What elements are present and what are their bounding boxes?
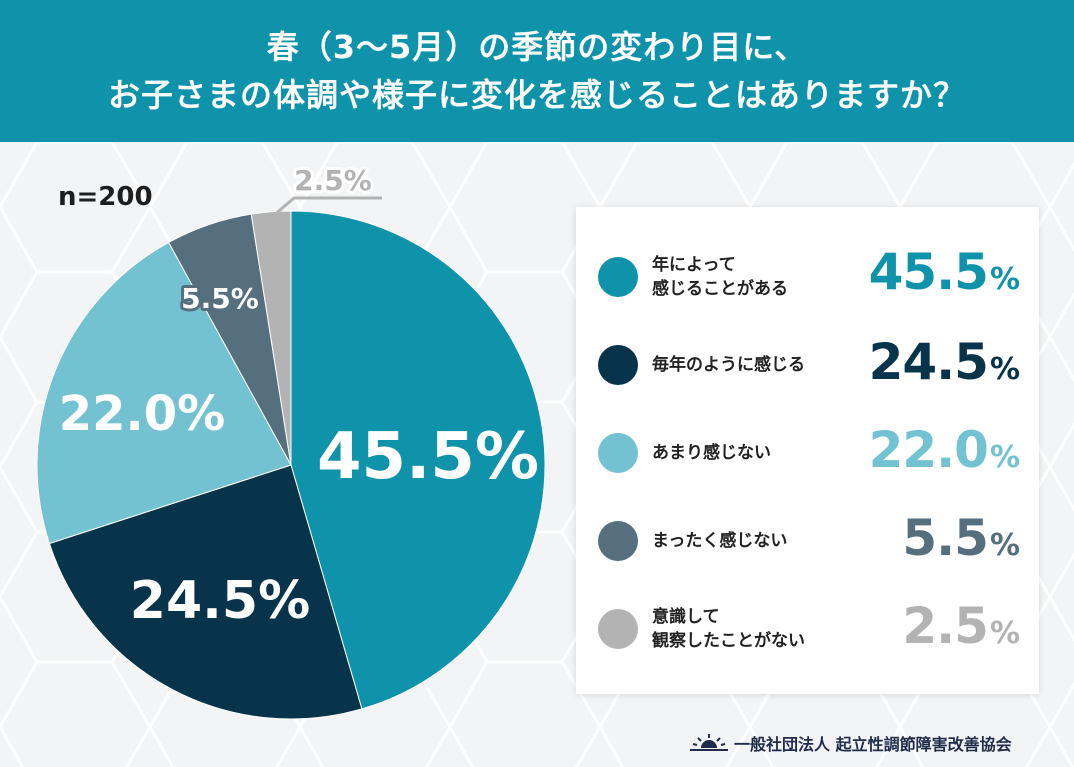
- legend-value-unit: %: [989, 262, 1020, 297]
- legend-value-unit: %: [989, 616, 1020, 651]
- legend-value: 5.5%: [902, 509, 1020, 567]
- pie-chart: 45.5% 24.5% 22.0% 5.5% 2.5%: [36, 161, 546, 720]
- legend-value-unit: %: [989, 352, 1020, 387]
- title-line-2: お子さまの体調や様子に変化を感じることはありますか？: [107, 76, 966, 114]
- pie-value-label: 45.5%: [317, 420, 539, 494]
- pie-slice: [250, 210, 292, 466]
- legend-swatch: [598, 257, 638, 297]
- legend-label: 年によって 感じることがある: [652, 255, 788, 299]
- legend-value-unit: %: [989, 440, 1020, 475]
- sample-size-label: n=200: [58, 182, 153, 212]
- legend-value-number: 2.5: [902, 597, 989, 655]
- legend-value: 45.5%: [868, 243, 1020, 301]
- legend-swatch: [598, 345, 638, 385]
- pie-value-label: 24.5%: [130, 571, 310, 631]
- legend-value-number: 5.5: [902, 509, 989, 567]
- organization-name: 一般社団法人 起立性調節障害改善協会: [734, 735, 1012, 754]
- legend-label: まったく感じない: [652, 531, 788, 551]
- legend-item: 年によって 感じることがある 45.5%: [576, 237, 1039, 317]
- legend-value: 2.5%: [902, 597, 1020, 655]
- legend-item: あまり感じない 22.0%: [576, 413, 1039, 493]
- pie-value-label: 5.5%: [181, 282, 259, 315]
- leader-line: [265, 196, 382, 224]
- title-line-1: 春（3〜5月）の季節の変わり目に、: [266, 28, 808, 66]
- legend-label: あまり感じない: [652, 443, 771, 463]
- legend-panel: 年によって 感じることがある 45.5% 毎年のように感じる 24.5% あまり…: [576, 207, 1039, 694]
- pie-value-label: 22.0%: [59, 386, 226, 442]
- legend-swatch: [598, 521, 638, 561]
- legend-swatch: [598, 433, 638, 473]
- legend-value: 24.5%: [868, 333, 1020, 391]
- legend-swatch: [598, 609, 638, 649]
- sunrise-icon: [690, 734, 728, 751]
- footer-organization: 一般社団法人 起立性調節障害改善協会: [690, 731, 1012, 755]
- legend-item: 毎年のように感じる 24.5%: [576, 325, 1039, 405]
- legend-item: 意識して 観察したことがない 2.5%: [576, 589, 1039, 669]
- legend-value-unit: %: [989, 528, 1020, 563]
- legend-value-number: 24.5: [868, 333, 989, 391]
- pie-slice: [290, 210, 546, 710]
- header-banner: 春（3〜5月）の季節の変わり目に、 お子さまの体調や様子に変化を感じることはあり…: [0, 0, 1074, 142]
- legend-label: 意識して 観察したことがない: [652, 607, 805, 651]
- legend-value-number: 22.0: [868, 421, 989, 479]
- legend-value: 22.0%: [868, 421, 1020, 479]
- pie-slice: [48, 464, 363, 720]
- legend-label: 毎年のように感じる: [652, 355, 805, 375]
- legend-value-number: 45.5: [868, 243, 989, 301]
- legend-item: まったく感じない 5.5%: [576, 501, 1039, 581]
- pie-value-label: 2.5%: [294, 164, 372, 197]
- pie-slice: [36, 241, 292, 545]
